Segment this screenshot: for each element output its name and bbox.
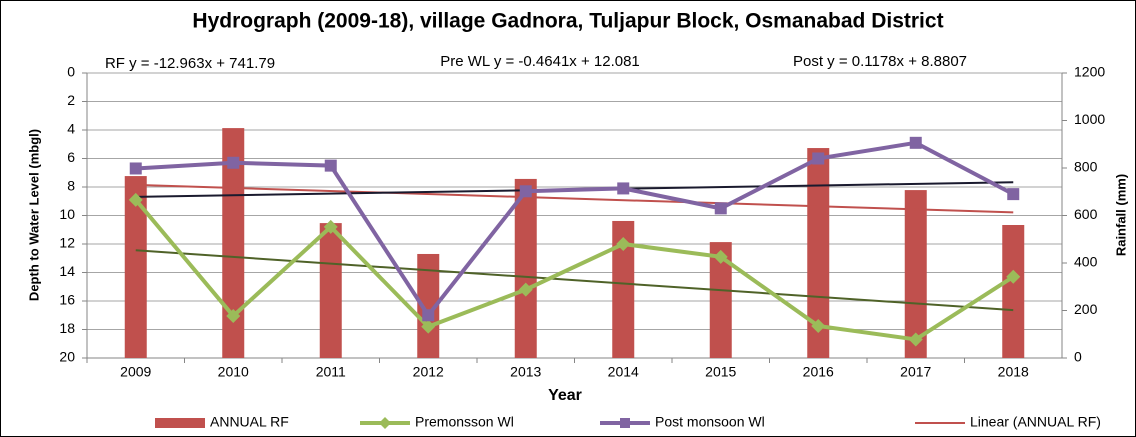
marker	[519, 185, 532, 198]
marker	[323, 219, 338, 234]
y-tick-label: 20	[59, 349, 75, 365]
bar	[124, 176, 147, 358]
y-tick-label: 6	[67, 149, 75, 165]
x-tick-label: 2015	[705, 364, 736, 380]
line-series	[134, 198, 1015, 342]
y2-axis-label: Rainfall (mm)	[1113, 174, 1128, 256]
legend-swatch	[155, 418, 205, 428]
y2-tick-label: 400	[1074, 254, 1098, 270]
y-tick-label: 8	[67, 178, 75, 194]
bar	[222, 128, 245, 358]
annotation: Post y = 0.1178x + 8.8807	[793, 53, 967, 70]
legend-label: Linear (ANNUAL RF)	[970, 414, 1101, 430]
y2-tick-label: 1200	[1074, 64, 1105, 80]
x-tick-label: 2017	[900, 364, 931, 380]
bar	[904, 190, 927, 358]
legend-label: Premonsson Wl	[415, 414, 514, 430]
y-axis-label: Depth to Water Level (mbgl)	[26, 129, 41, 301]
y-tick-label: 18	[59, 320, 75, 336]
bar	[612, 220, 635, 358]
legend-marker	[620, 418, 630, 428]
x-tick-label: 2016	[803, 364, 834, 380]
marker	[812, 152, 825, 165]
marker	[909, 136, 922, 149]
x-axis-label: Year	[548, 387, 582, 404]
y2-tick-label: 600	[1074, 206, 1098, 222]
line-series	[135, 140, 1015, 319]
y-tick-label: 2	[67, 92, 75, 108]
y-tick-label: 4	[67, 121, 75, 137]
marker	[714, 202, 727, 215]
x-tick-label: 2018	[998, 364, 1029, 380]
trendline	[135, 249, 1014, 312]
x-tick-label: 2012	[413, 364, 444, 380]
marker	[617, 182, 630, 195]
x-tick-label: 2010	[218, 364, 249, 380]
legend-label: ANNUAL RF	[210, 414, 289, 430]
y-tick-label: 16	[59, 292, 75, 308]
marker	[128, 192, 143, 207]
bar	[514, 178, 537, 358]
y-tick-label: 10	[59, 206, 75, 222]
legend-label: Post monsoon Wl	[655, 414, 765, 430]
bar	[1002, 225, 1025, 358]
marker	[1006, 269, 1021, 284]
annotation: Pre WL y = -0.4641x + 12.081	[440, 53, 640, 70]
marker	[616, 237, 631, 251]
marker	[226, 308, 241, 323]
y-tick-label: 12	[59, 235, 75, 251]
x-tick-label: 2013	[510, 364, 541, 380]
marker	[324, 159, 337, 172]
trendline	[135, 183, 1014, 214]
marker	[908, 332, 923, 347]
marker	[421, 319, 436, 334]
chart-title: Hydrograph (2009-18), village Gadnora, T…	[192, 10, 943, 33]
bar	[319, 223, 342, 358]
x-tick-label: 2014	[608, 364, 639, 380]
bar	[807, 148, 830, 358]
y-tick-label: 0	[67, 64, 75, 80]
marker	[422, 309, 435, 322]
marker	[518, 282, 533, 297]
y-tick-label: 14	[59, 263, 75, 279]
y2-tick-label: 800	[1074, 159, 1098, 175]
y2-tick-label: 200	[1074, 301, 1098, 317]
marker	[811, 318, 826, 333]
x-tick-label: 2011	[316, 364, 346, 380]
bar	[417, 253, 440, 358]
y2-tick-label: 1000	[1074, 111, 1105, 127]
marker	[1007, 188, 1020, 201]
x-tick-label: 2009	[120, 364, 151, 380]
legend-marker	[379, 417, 391, 429]
marker	[129, 162, 142, 175]
marker	[227, 156, 240, 169]
bar	[709, 242, 732, 358]
annotation: RF y = -12.963x + 741.79	[105, 55, 275, 72]
marker	[713, 249, 728, 264]
y2-tick-label: 0	[1074, 349, 1082, 365]
